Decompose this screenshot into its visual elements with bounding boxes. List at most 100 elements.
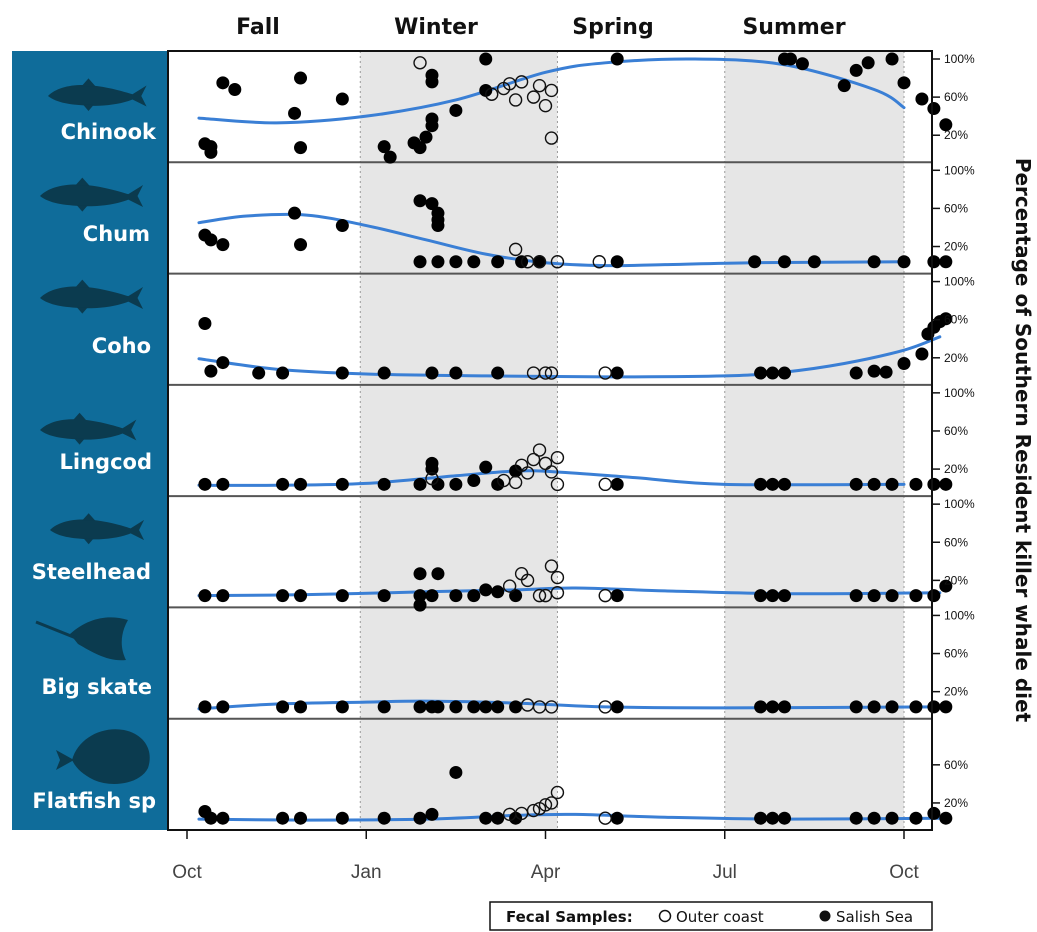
outer-coast-point-chinook — [485, 87, 499, 101]
salish-sea-point-flatfish-sp — [885, 811, 899, 825]
legend-outer-coast-label: Outer coast — [676, 908, 764, 926]
salish-sea-point-big-skate — [294, 700, 308, 714]
salish-sea-point-big-skate — [431, 700, 445, 714]
species-icons — [35, 78, 150, 784]
salish-sea-point-big-skate — [766, 700, 780, 714]
salish-sea-point-steelhead — [491, 585, 505, 599]
y-tick-label: 100% — [944, 275, 975, 289]
x-tick-label: Oct — [889, 862, 919, 883]
salish-sea-point-lingcod — [479, 460, 493, 474]
outer-coast-point-flatfish-sp — [526, 803, 541, 818]
salish-sea-point-chinook — [449, 103, 463, 117]
salish-sea-point-chum — [748, 255, 762, 269]
salish-sea-point-steelhead — [335, 589, 349, 603]
y-axis-ticks: 100% 60% 20% 100% 60% 20% 100% 60% 20% 100% 60% 20%… — [932, 52, 975, 810]
salish-sea-point-steelhead — [425, 589, 439, 603]
species-labels: Chinook Chum Coho Lingcod Steelhead Big … — [32, 120, 157, 813]
salish-sea-point-steelhead — [479, 583, 493, 597]
salish-sea-point-big-skate — [216, 700, 230, 714]
salish-sea-point-big-skate — [479, 700, 493, 714]
outer-coast-point-chum — [550, 255, 565, 269]
salish-sea-point-coho — [449, 366, 463, 380]
salish-sea-point-flatfish-sp — [491, 811, 505, 825]
outer-coast-point-flatfish-sp — [538, 798, 553, 812]
salish-sea-point-chum — [431, 219, 445, 233]
y-tick-label: 20% — [944, 796, 968, 810]
outer-coast-point-chinook — [508, 93, 523, 107]
salish-sea-point-chum — [204, 233, 218, 247]
salish-sea-point-steelhead — [216, 589, 230, 603]
outer-coast-point-chum — [532, 255, 547, 269]
salish-sea-point-steelhead — [467, 589, 481, 603]
species-label-chinook: Chinook — [61, 120, 157, 144]
salish-sea-point-big-skate — [449, 700, 463, 714]
salish-sea-point-coho — [276, 366, 290, 380]
y-tick-label: 60% — [944, 201, 968, 215]
salish-sea-point-flatfish-sp — [204, 811, 218, 825]
salish-sea-point-flatfish-sp — [413, 811, 427, 825]
outer-coast-point-steelhead — [502, 579, 517, 593]
salish-sea-point-steelhead — [939, 579, 953, 593]
salish-sea-point-steelhead — [198, 589, 212, 603]
sample-points — [198, 52, 953, 825]
salish-sea-point-lingcod — [509, 464, 523, 478]
salish-sea-point-big-skate — [467, 700, 481, 714]
salish-sea-point-flatfish-sp — [377, 811, 391, 825]
species-panel — [12, 51, 168, 830]
salish-sea-point-lingcod — [294, 477, 308, 491]
salish-sea-point-chinook — [383, 150, 397, 164]
salish-sea-point-chinook — [795, 57, 809, 71]
y-tick-label: 20% — [944, 351, 968, 365]
legend-box — [489, 901, 933, 931]
salish-sea-point-lingcod — [276, 477, 290, 491]
salish-sea-point-chinook — [216, 76, 230, 90]
salish-sea-point-chum — [533, 255, 547, 269]
salish-sea-point-coho — [425, 366, 439, 380]
salish-sea-point-lingcod — [198, 477, 212, 491]
salish-sea-point-chinook — [849, 63, 863, 77]
salish-sea-point-flatfish-sp — [766, 811, 780, 825]
outer-coast-point-steelhead — [550, 586, 565, 600]
salish-sea-point-coho — [897, 357, 911, 371]
outer-coast-point-chinook — [544, 83, 559, 98]
salish-sea-point-big-skate — [754, 700, 768, 714]
species-label-flatfish: Flatfish sp — [32, 789, 156, 813]
salish-sea-point-lingcod — [377, 477, 391, 491]
y-tick-label: 60% — [944, 313, 968, 327]
salish-sea-point-chum — [897, 255, 911, 269]
salish-sea-point-lingcod — [449, 477, 463, 491]
salish-sea-point-big-skate — [909, 700, 923, 714]
salish-sea-point-chum — [449, 255, 463, 269]
y-tick-label: 60% — [944, 424, 968, 438]
salish-sea-point-big-skate — [610, 700, 624, 714]
salish-sea-point-steelhead — [294, 589, 308, 603]
season-label-winter: Winter — [394, 15, 478, 40]
salish-sea-point-chinook — [837, 79, 851, 93]
salish-sea-point-steelhead — [766, 589, 780, 603]
salish-sea-point-chinook — [479, 52, 493, 66]
salish-sea-point-chinook — [927, 102, 941, 116]
salish-sea-point-flatfish-sp — [425, 807, 439, 821]
x-tick-label: Jan — [351, 862, 382, 883]
salish-sea-point-coho — [778, 366, 791, 380]
salish-sea-point-big-skate — [927, 700, 941, 714]
salish-sea-point-chinook — [294, 141, 308, 155]
salish-sea-point-chinook — [479, 83, 493, 97]
salish-sea-point-steelhead — [610, 589, 624, 603]
salish-sea-point-chum — [939, 255, 953, 269]
salish-sea-point-lingcod — [766, 477, 780, 491]
salish-sea-point-chinook — [288, 106, 302, 120]
salish-sea-point-flatfish-sp — [778, 811, 791, 825]
salish-sea-point-flatfish-sp — [509, 811, 523, 825]
salish-sea-point-chinook — [294, 71, 308, 85]
salish-sea-point-chinook — [783, 52, 797, 66]
salish-sea-point-chinook — [425, 112, 439, 126]
outer-coast-point-chinook — [532, 78, 547, 93]
salish-sea-point-steelhead — [449, 589, 463, 603]
legend: Fecal Samples: Outer coast Salish Sea — [489, 901, 933, 931]
season-shading — [359, 51, 905, 830]
salish-sea-point-coho — [766, 366, 780, 380]
y-tick-label: 20% — [944, 462, 968, 476]
salish-sea-point-big-skate — [276, 700, 290, 714]
salish-sea-point-lingcod — [754, 477, 768, 491]
